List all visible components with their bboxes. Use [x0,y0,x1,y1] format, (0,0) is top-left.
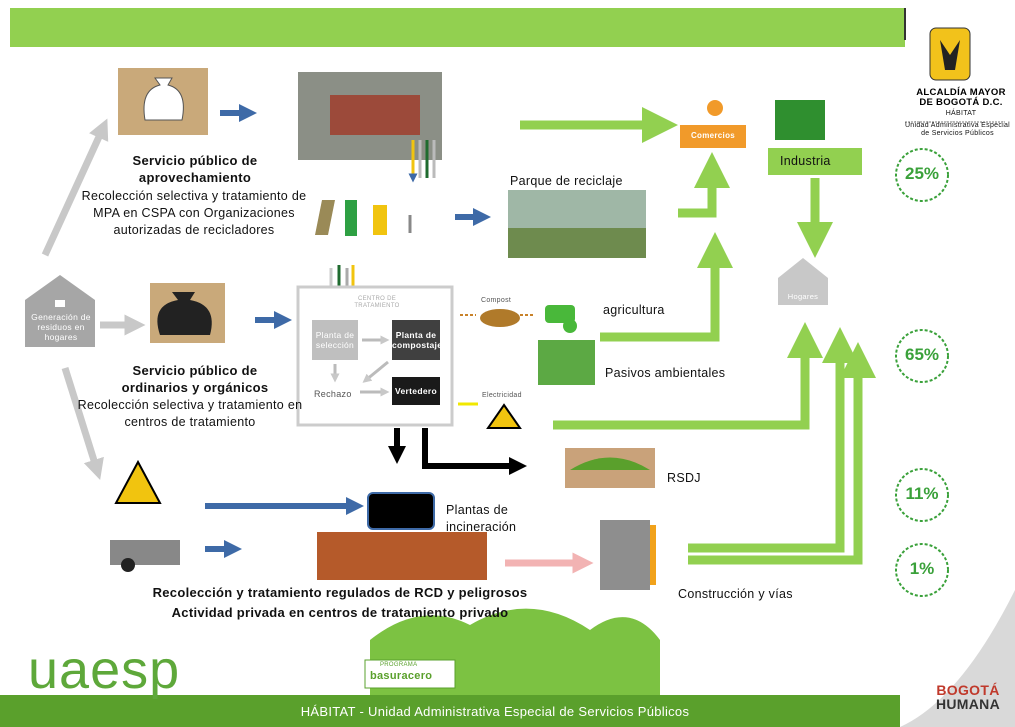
flow [688,360,858,560]
compost-pile [480,309,520,327]
destination-label: Construcción y vías [678,586,793,603]
flow [678,170,712,213]
destination-label: Pasivos ambientales [605,365,725,382]
factory [775,100,825,140]
rcd-photo [317,532,487,580]
destination-label: Plantas de incineración [446,502,536,536]
recycling-ground [508,228,646,258]
service-description: Recolección selectiva y tratamiento en c… [72,397,308,431]
shape [397,428,518,466]
service-title: Servicio público de ordinarios y orgánic… [100,362,290,396]
hazard-sign [116,462,160,503]
wheel [121,558,135,572]
destination-label: agricultura [603,302,665,319]
logo-line: DE BOGOTÁ D.C. [905,98,1015,108]
private-line: Recolección y tratamiento regulados de R… [110,584,570,601]
page: ALCALDÍA MAYOR DE BOGOTÁ D.C. HÁBITAT Un… [0,0,1015,727]
wheelbarrow [110,540,180,565]
center-step: Vertedero [392,386,440,396]
destination-label: Hogares [778,292,828,302]
percentage: 11% [896,484,948,504]
crane [650,525,656,585]
shape [896,149,948,596]
destination-label: Parque de reciclaje [510,173,623,190]
aerial-roof [330,95,420,135]
destination-label: Comercios [680,131,746,141]
arrow [425,428,518,466]
brand: uaesp [28,640,180,700]
private-line: Actividad privada en centros de tratamie… [110,604,570,621]
flow [600,250,715,337]
footer-text: HÁBITAT - Unidad Administrativa Especial… [250,703,740,720]
incineration-box [368,493,434,529]
percentage: 25% [896,164,948,184]
landscape [538,340,595,385]
header-bar [10,8,905,47]
logo-line: HÁBITAT [905,110,1015,118]
material-paper [315,200,335,235]
percentage: 65% [896,345,948,365]
logo-shield [930,28,970,80]
service-title: Servicio público de aprovechamiento [115,152,275,186]
center-step: Rechazo [314,386,352,403]
destination-label: Industria [780,153,831,170]
program: basuracero [370,670,432,682]
humana: HUMANA [928,697,1008,712]
destination-label: RSDJ [667,470,701,487]
material-can [373,205,387,235]
commerce-person [707,100,723,116]
product-label: Compost [481,292,511,309]
logo-line: Unidad Administrativa Especial de Servic… [900,122,1015,138]
center-title: CENTRO DE TRATAMIENTO [352,296,402,310]
origin-window [55,300,65,307]
center-step: Planta de compostaje [392,330,440,350]
tractor-wheel [563,319,577,333]
program-label: PROGRAMA [380,662,417,669]
building [600,520,650,590]
material-bottle [345,200,357,236]
center-step: Planta de selección [312,330,358,350]
service-description: Recolección selectiva y tratamiento de M… [78,188,310,239]
origin-label: Generación de residuos en hogares [30,312,92,342]
percentage: 1% [896,559,948,579]
electricity-sign [488,405,520,428]
product-label: Electricidad [482,387,522,404]
